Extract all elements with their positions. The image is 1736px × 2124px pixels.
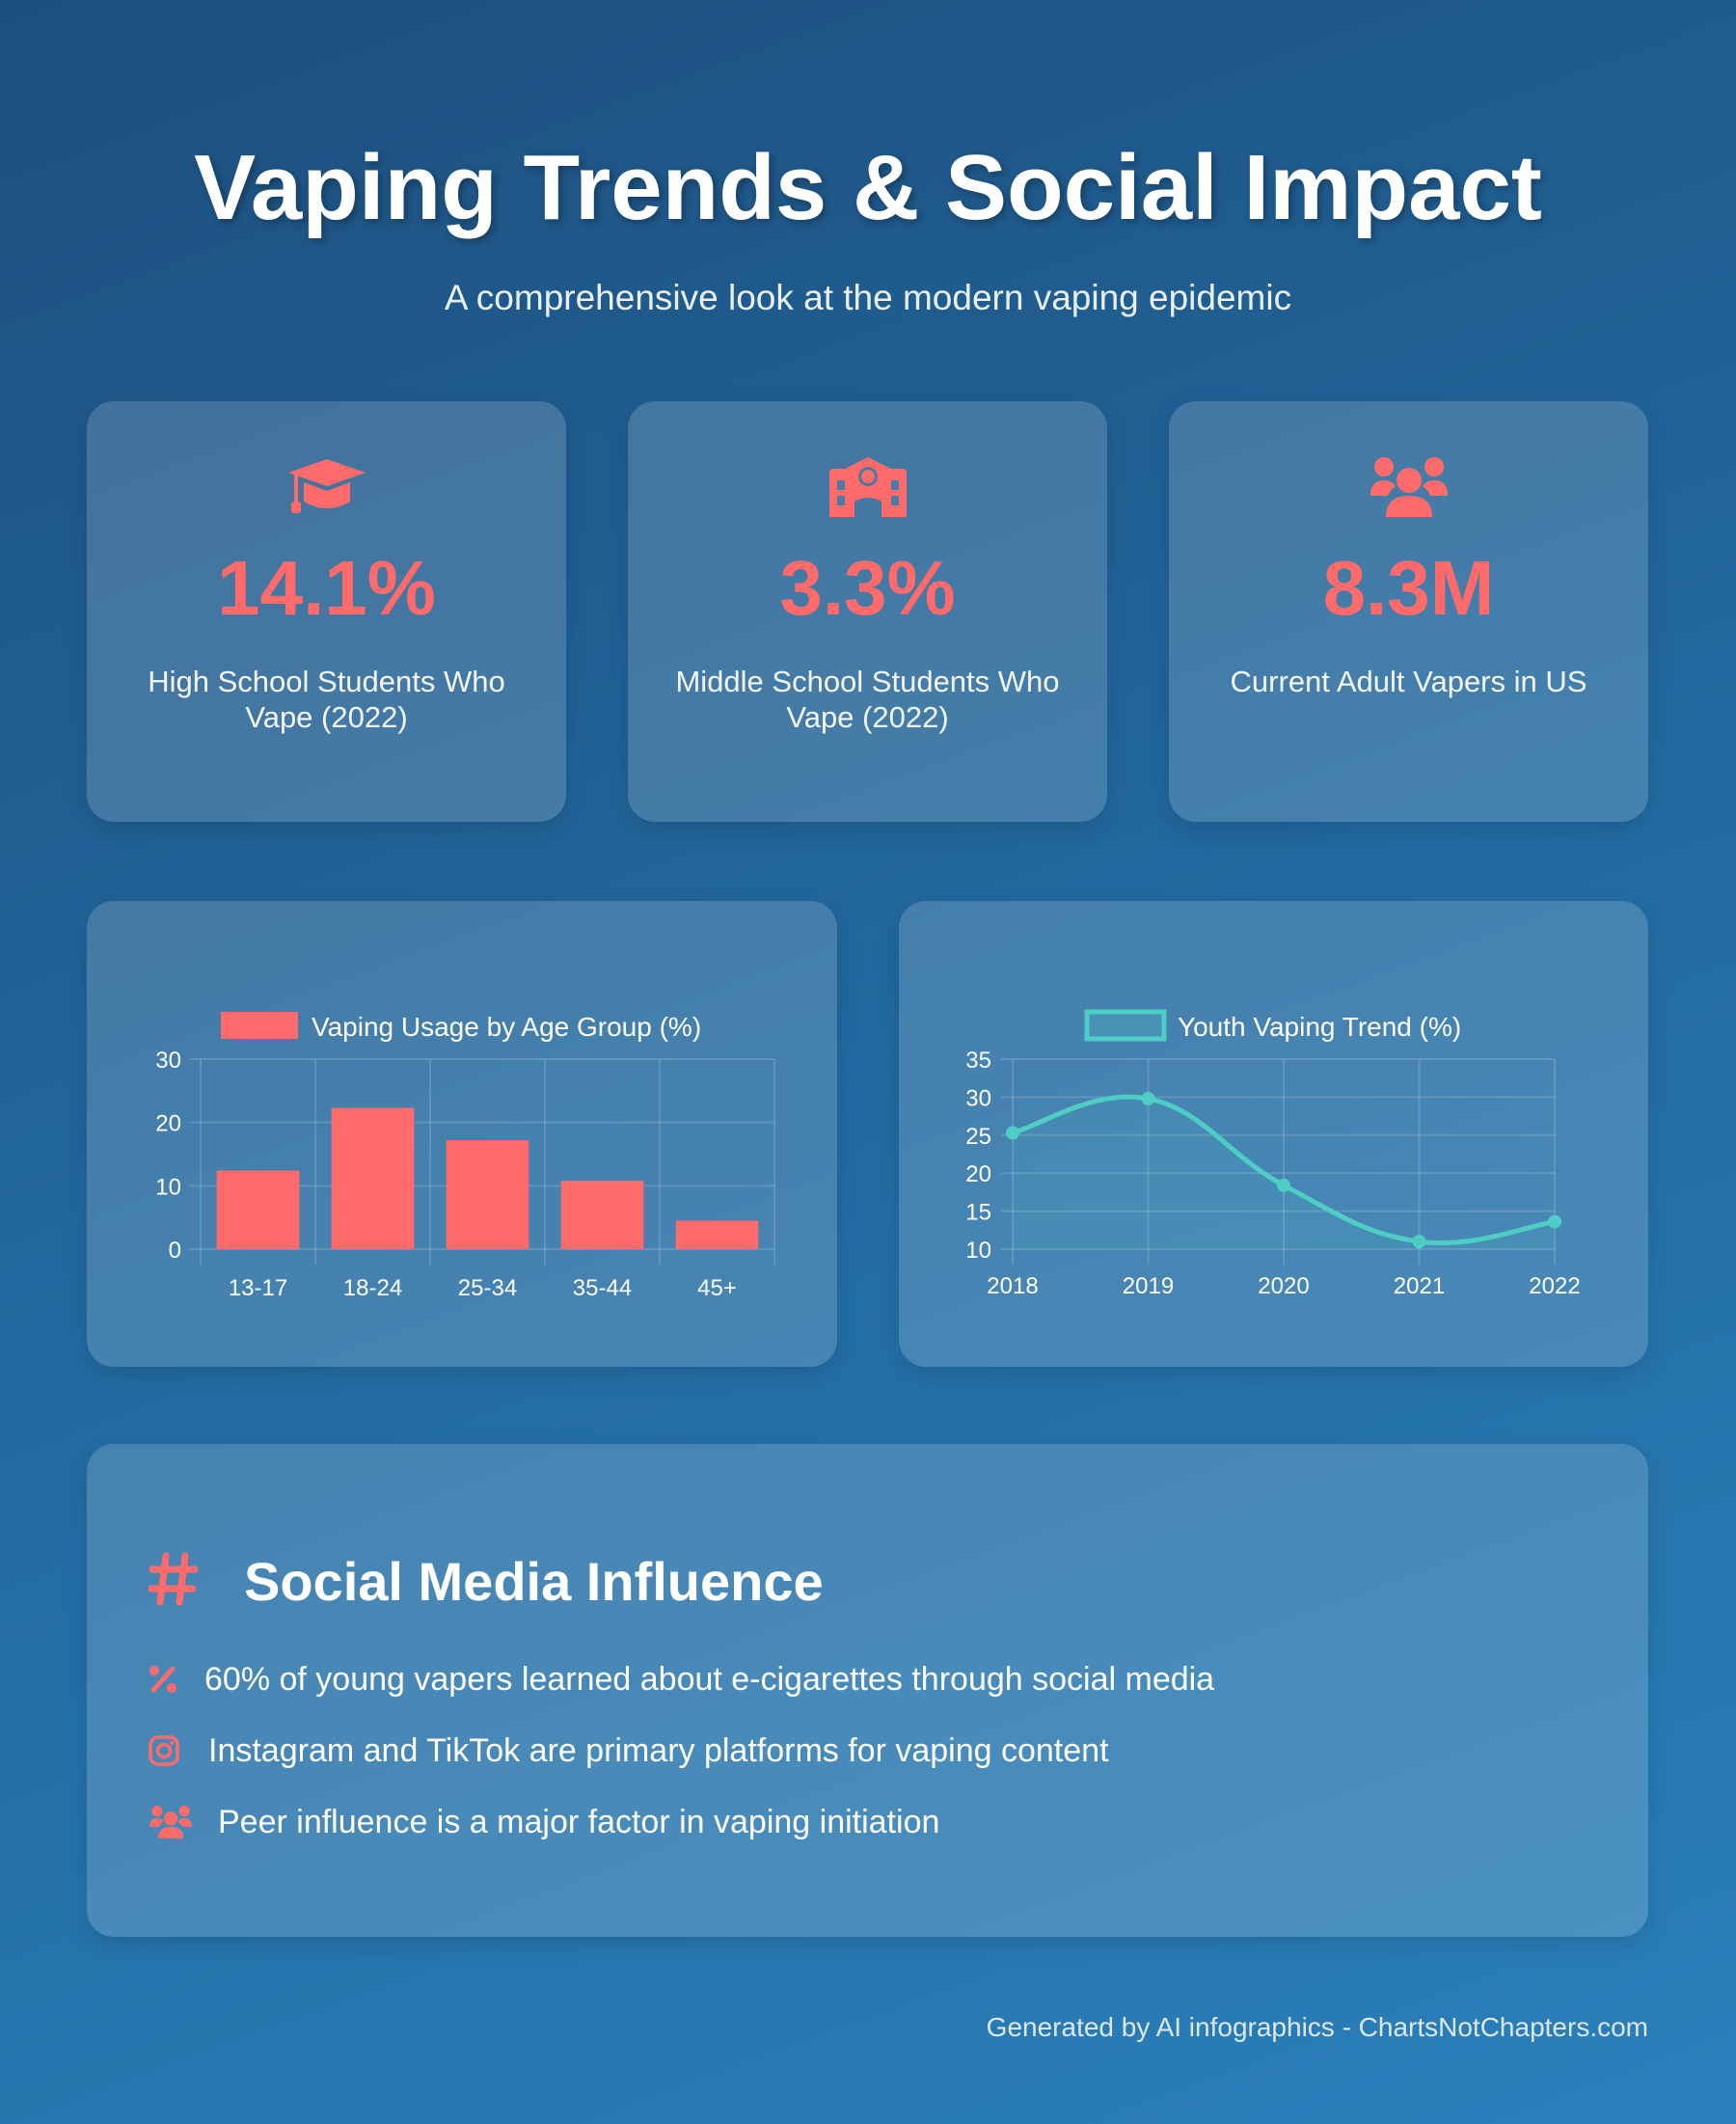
- data-point: [1412, 1235, 1426, 1249]
- legend-label: Vaping Usage by Age Group (%): [312, 1012, 701, 1042]
- x-tick-label: 18-24: [343, 1275, 402, 1301]
- school-icon: [628, 455, 1107, 523]
- page-title: Vaping Trends & Social Impact: [194, 136, 1542, 239]
- bar: [216, 1170, 300, 1249]
- x-tick-label: 13-17: [229, 1275, 287, 1301]
- social-media-card: Social Media Influence 60% of young vape…: [87, 1444, 1648, 1937]
- users-icon: [1169, 455, 1648, 523]
- line-chart: Youth Vaping Trend (%) 10 15 20 25 30 35 2018 2…: [965, 1009, 1581, 1299]
- stat-label: Middle School Students Who Vape (2022): [675, 665, 1060, 734]
- bar-chart-card: Vaping Usage by Age Group (%) 0 10 20 30 13-…: [87, 901, 837, 1367]
- footer-credit: Generated by AI infographics - ChartsNot…: [986, 2012, 1648, 2042]
- stat-label: Current Adult Vapers in US: [1230, 665, 1587, 698]
- y-tick-label: 35: [965, 1048, 991, 1074]
- line-area-fill: [1013, 1097, 1555, 1249]
- x-tick-label: 35-44: [573, 1275, 632, 1301]
- stat-value: 8.3M: [1322, 545, 1495, 631]
- y-tick-label: 10: [965, 1238, 991, 1264]
- list-item-text: Peer influence is a major factor in vapi…: [218, 1803, 940, 1840]
- bar: [446, 1140, 529, 1249]
- legend-label: Youth Vaping Trend (%): [1178, 1012, 1461, 1042]
- y-tick-label: 30: [965, 1085, 991, 1111]
- stat-card-middle-school: 3.3% Middle School Students Who Vape (20…: [628, 401, 1107, 822]
- users-icon: [149, 1803, 193, 1841]
- list-item-text: Instagram and TikTok are primary platfor…: [208, 1731, 1109, 1769]
- x-tick-label: 25-34: [458, 1275, 517, 1301]
- line-chart-card: Youth Vaping Trend (%) 10 15 20 25 30 35 2018 2…: [899, 901, 1648, 1367]
- data-point: [1548, 1214, 1561, 1229]
- graduation-cap-icon: [87, 455, 566, 523]
- x-tick-label: 2021: [1394, 1273, 1445, 1299]
- data-point: [1277, 1178, 1290, 1192]
- percent-icon: [149, 1660, 187, 1699]
- section-title: Social Media Influence: [244, 1551, 824, 1612]
- bar: [675, 1220, 759, 1249]
- x-tick-label: 45+: [697, 1275, 737, 1301]
- legend-swatch: [1084, 1009, 1167, 1042]
- stat-value: 3.3%: [779, 545, 956, 631]
- y-tick-label: 25: [965, 1124, 991, 1150]
- y-tick-label: 20: [965, 1161, 991, 1187]
- x-tick-label: 2018: [987, 1273, 1038, 1299]
- stat-card-adult-vapers: 8.3M Current Adult Vapers in US: [1169, 401, 1648, 822]
- y-tick-label: 30: [155, 1048, 181, 1074]
- data-point: [1006, 1126, 1019, 1140]
- y-tick-label: 10: [155, 1174, 181, 1200]
- x-tick-label: 2020: [1258, 1273, 1309, 1299]
- list-item: 60% of young vapers learned about e-ciga…: [149, 1660, 1214, 1699]
- data-point: [1141, 1091, 1155, 1105]
- bar: [331, 1107, 415, 1249]
- stat-label: High School Students Who Vape (2022): [148, 665, 505, 734]
- instagram-icon: [149, 1731, 187, 1770]
- bar-chart: Vaping Usage by Age Group (%) 0 10 20 30 13-…: [155, 1012, 775, 1301]
- legend-swatch: [221, 1012, 298, 1039]
- list-item: Instagram and TikTok are primary platfor…: [149, 1731, 1109, 1770]
- hashtag-icon: [147, 1552, 199, 1611]
- page-subtitle: A comprehensive look at the modern vapin…: [444, 278, 1292, 317]
- x-tick-label: 2019: [1123, 1273, 1174, 1299]
- stat-card-high-school: 14.1% High School Students Who Vape (202…: [87, 401, 566, 822]
- stat-value: 14.1%: [217, 545, 436, 631]
- list-item-text: 60% of young vapers learned about e-ciga…: [204, 1660, 1215, 1698]
- bar: [560, 1181, 644, 1249]
- y-tick-label: 20: [155, 1111, 181, 1137]
- y-tick-label: 0: [169, 1238, 181, 1264]
- x-tick-label: 2022: [1529, 1273, 1580, 1299]
- y-tick-label: 15: [965, 1200, 991, 1226]
- list-item: Peer influence is a major factor in vapi…: [149, 1803, 939, 1841]
